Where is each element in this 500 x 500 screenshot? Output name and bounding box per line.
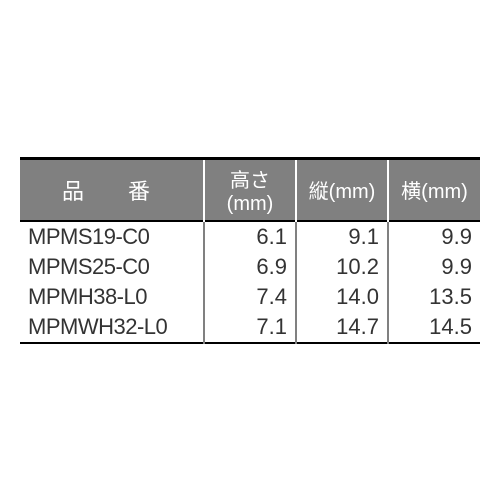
table-row: MPMH38-L0 7.4 14.0 13.5 <box>20 282 480 312</box>
spec-table: 品 番 高さ(mm) 縦(mm) 横(mm) MPMS19-C0 6.1 9.1… <box>20 157 480 344</box>
cell-code: MPMH38-L0 <box>20 282 204 312</box>
spec-table-header: 品 番 高さ(mm) 縦(mm) 横(mm) <box>20 158 480 221</box>
col-header-height: 高さ(mm) <box>204 158 296 221</box>
col-header-vertical: 縦(mm) <box>296 158 388 221</box>
col-header-code: 品 番 <box>20 158 204 221</box>
cell-height: 7.1 <box>204 312 296 343</box>
cell-height: 6.1 <box>204 221 296 252</box>
header-row: 品 番 高さ(mm) 縦(mm) 横(mm) <box>20 158 480 221</box>
cell-vertical: 14.0 <box>296 282 388 312</box>
cell-code: MPMS19-C0 <box>20 221 204 252</box>
table-row: MPMS25-C0 6.9 10.2 9.9 <box>20 252 480 282</box>
cell-horizontal: 13.5 <box>388 282 480 312</box>
spec-table-container: 品 番 高さ(mm) 縦(mm) 横(mm) MPMS19-C0 6.1 9.1… <box>20 157 480 344</box>
cell-vertical: 9.1 <box>296 221 388 252</box>
table-row: MPMS19-C0 6.1 9.1 9.9 <box>20 221 480 252</box>
cell-horizontal: 9.9 <box>388 252 480 282</box>
cell-horizontal: 14.5 <box>388 312 480 343</box>
cell-horizontal: 9.9 <box>388 221 480 252</box>
cell-vertical: 14.7 <box>296 312 388 343</box>
col-header-horizontal: 横(mm) <box>388 158 480 221</box>
spec-table-body: MPMS19-C0 6.1 9.1 9.9 MPMS25-C0 6.9 10.2… <box>20 221 480 343</box>
table-row: MPMWH32-L0 7.1 14.7 14.5 <box>20 312 480 343</box>
cell-code: MPMWH32-L0 <box>20 312 204 343</box>
cell-code: MPMS25-C0 <box>20 252 204 282</box>
cell-height: 7.4 <box>204 282 296 312</box>
cell-vertical: 10.2 <box>296 252 388 282</box>
cell-height: 6.9 <box>204 252 296 282</box>
